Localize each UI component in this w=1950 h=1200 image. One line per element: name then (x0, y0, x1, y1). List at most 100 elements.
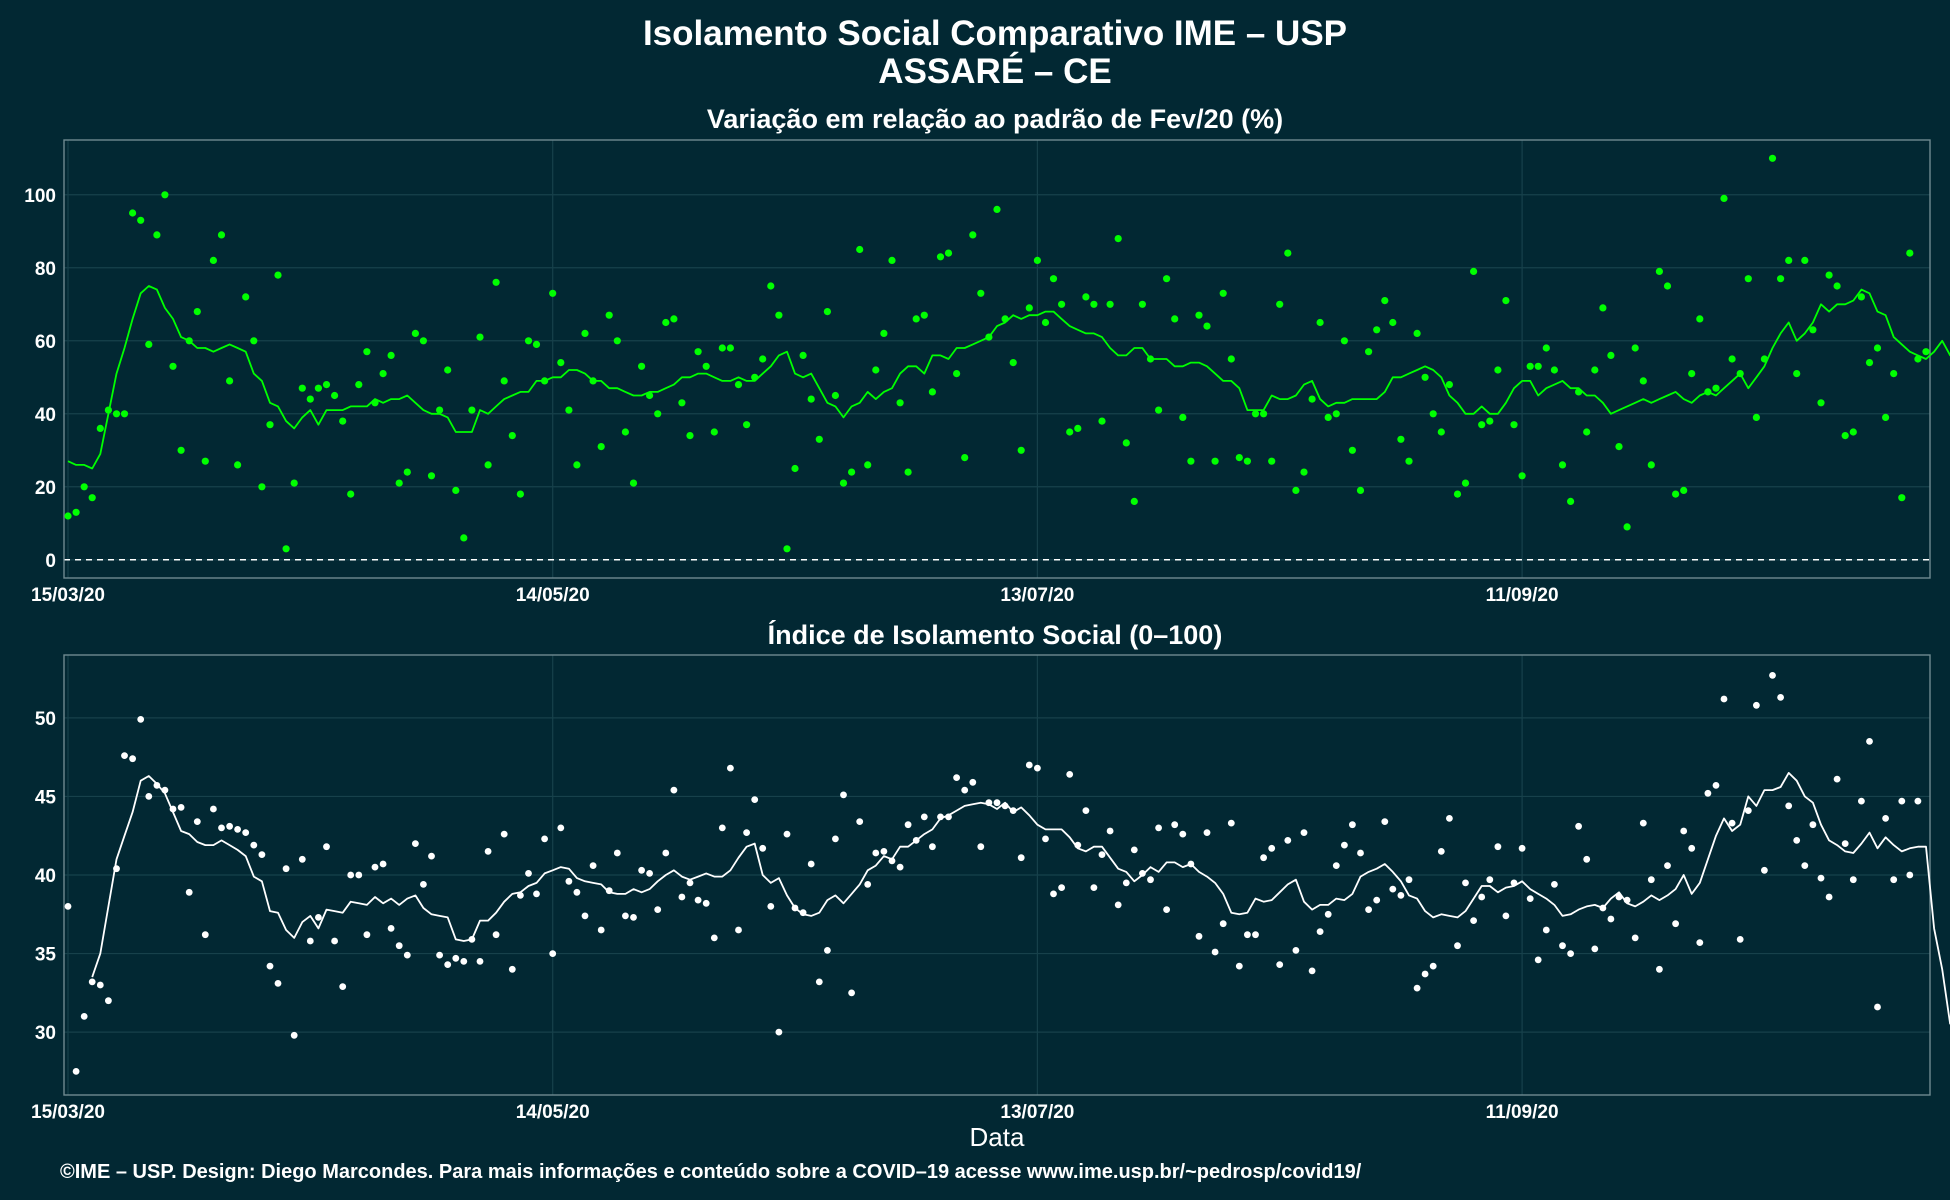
top-data-point (904, 468, 912, 476)
top-data-point (831, 391, 840, 400)
top-data-point (1712, 384, 1720, 392)
bottom-y-tick-label-3: 45 (35, 787, 57, 808)
top-data-point (662, 318, 670, 327)
bottom-data-point (1858, 797, 1865, 805)
top-data-point (1655, 267, 1663, 275)
bottom-data-point (533, 890, 540, 898)
top-data-point (1219, 289, 1227, 297)
top-data-point (258, 483, 266, 491)
bottom-data-point (1542, 926, 1550, 934)
top-data-point (484, 461, 492, 469)
top-data-point (565, 406, 573, 414)
top-data-point (1768, 154, 1777, 162)
bottom-panel-title: Índice de Isolamento Social (0–100) (768, 619, 1223, 650)
bottom-data-point (129, 755, 137, 763)
top-data-point (1599, 304, 1607, 312)
top-data-point (613, 337, 621, 345)
location-title: ASSARÉ – CE (878, 51, 1111, 91)
top-data-point (670, 315, 678, 323)
bottom-data-point (1688, 844, 1696, 852)
bottom-data-point (444, 961, 452, 968)
top-data-point (226, 377, 234, 385)
top-data-point (848, 468, 856, 476)
bottom-data-point (662, 849, 670, 857)
top-data-point (1615, 443, 1623, 451)
bottom-data-point (80, 1013, 88, 1020)
top-data-point (436, 406, 444, 414)
bottom-data-point (807, 860, 815, 868)
top-data-point (581, 329, 589, 337)
bottom-data-point (832, 835, 839, 843)
top-y-tick-label-0: 0 (45, 551, 56, 572)
bottom-data-point (1583, 855, 1591, 863)
bottom-data-point (759, 844, 767, 852)
top-y-tick-label-2: 40 (35, 405, 56, 426)
bottom-data-point (646, 870, 653, 877)
top-data-point (403, 468, 411, 476)
top-data-point (678, 399, 686, 407)
bottom-data-point (1106, 827, 1114, 835)
bottom-data-point (420, 881, 427, 888)
bottom-data-point (896, 863, 904, 871)
top-data-point (799, 351, 807, 359)
top-data-point (129, 209, 137, 217)
bottom-data-point (1647, 876, 1655, 884)
bottom-data-point (1316, 928, 1324, 935)
top-data-point (1243, 457, 1251, 465)
top-data-point (1898, 494, 1906, 502)
top-data-point (1130, 497, 1138, 505)
bottom-data-point (1664, 862, 1671, 869)
bottom-data-point (1284, 837, 1292, 844)
bottom-data-point (210, 805, 217, 813)
top-data-point (702, 362, 710, 370)
bottom-data-point (815, 978, 823, 986)
bottom-data-point (436, 951, 443, 959)
top-data-point (1591, 366, 1599, 374)
bottom-x-tick-label-2: 13/07/20 (1000, 1102, 1074, 1123)
bottom-data-point (1446, 815, 1453, 822)
bottom-data-point (1090, 884, 1098, 891)
bottom-data-point (379, 860, 387, 868)
bottom-data-point (767, 903, 775, 910)
top-data-point (1365, 348, 1373, 356)
top-data-point (112, 410, 121, 418)
top-data-point (597, 443, 605, 451)
top-data-point (1906, 249, 1914, 257)
bottom-data-point (840, 791, 847, 799)
bottom-data-point (751, 796, 759, 803)
top-data-point (1179, 413, 1187, 421)
bottom-data-point (1882, 815, 1889, 822)
bottom-data-point (1405, 876, 1413, 884)
top-data-point (1502, 297, 1510, 305)
top-data-point (1623, 523, 1631, 531)
bottom-data-point (387, 925, 395, 932)
bottom-data-point (306, 937, 314, 945)
bottom-data-point (1841, 840, 1849, 847)
bottom-data-point (1534, 956, 1542, 964)
bottom-data-point (193, 818, 201, 825)
bottom-data-point (589, 862, 597, 869)
top-data-point (743, 421, 751, 429)
top-data-point (1292, 486, 1300, 494)
top-data-point (783, 545, 791, 553)
bottom-data-point (1227, 819, 1235, 827)
top-data-point (322, 381, 331, 389)
top-data-point (193, 308, 201, 316)
bottom-data-point (1874, 1003, 1881, 1011)
top-data-point (686, 432, 694, 440)
bottom-data-point (1413, 984, 1421, 992)
top-panel-title: Variação em relação ao padrão de Fev/20 … (707, 104, 1283, 134)
top-data-point (1211, 457, 1219, 465)
top-data-point (1082, 293, 1090, 301)
top-data-point (1728, 355, 1736, 363)
top-data-point (1857, 293, 1865, 301)
top-data-point (1308, 395, 1316, 403)
bottom-data-point (630, 914, 637, 921)
bottom-data-point (1042, 835, 1049, 843)
bottom-data-point (412, 840, 419, 847)
top-data-point (1098, 417, 1106, 425)
bottom-data-point (735, 926, 742, 934)
bottom-data-point (1559, 942, 1566, 950)
bottom-data-point (1761, 866, 1768, 874)
